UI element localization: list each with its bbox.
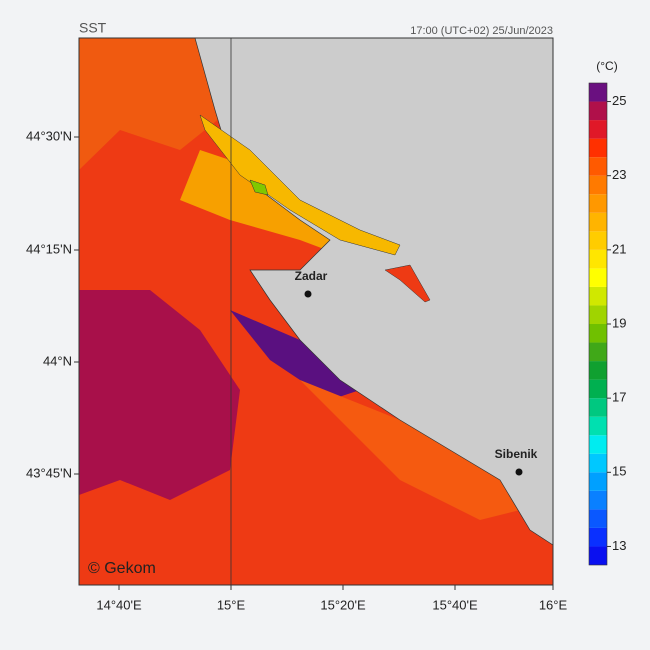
colorbar-segment [589, 231, 607, 250]
colorbar-segment [589, 194, 607, 213]
colorbar-segment [589, 416, 607, 436]
colorbar-segment [589, 509, 607, 528]
colorbar-segment [589, 268, 607, 287]
island [384, 264, 431, 303]
timestamp: 17:00 (UTC+02) 25/Jun/2023 [410, 25, 553, 37]
colorbar-tick-label: 25 [612, 93, 626, 108]
colorbar-segment [589, 175, 607, 195]
sea-patch [230, 310, 360, 400]
colorbar-segment [589, 435, 607, 454]
city-label: Zadar [295, 269, 328, 283]
colorbar-segment [589, 120, 607, 139]
lat-label: 44°15'N [26, 241, 72, 256]
lon-label: 15°20'E [320, 597, 366, 612]
colorbar-segment [589, 101, 607, 121]
colorbar-segment [589, 138, 607, 158]
colorbar-segment [589, 398, 607, 417]
colorbar-segment [589, 546, 607, 565]
colorbar-segment [589, 527, 607, 547]
colorbar-segment [589, 379, 607, 399]
colorbar-segment [589, 490, 607, 510]
lon-label: 14°40'E [96, 597, 142, 612]
colorbar-segment [589, 212, 607, 232]
colorbar-tick-label: 17 [612, 390, 626, 405]
colorbar-tick-label: 15 [612, 464, 626, 479]
colorbar-segment [589, 286, 607, 306]
lon-label: 15°40'E [432, 597, 478, 612]
island [249, 179, 269, 196]
city-label: Sibenik [495, 447, 538, 461]
lon-label: 15°E [217, 597, 246, 612]
city-dot [304, 290, 312, 298]
city-dot [515, 468, 523, 476]
colorbar-segment [589, 342, 607, 362]
map-frame [78, 37, 554, 586]
warm-sea [79, 290, 240, 500]
lat-label: 43°45'N [26, 465, 72, 480]
sea-patch [79, 38, 230, 170]
sea-patch [300, 380, 520, 520]
colorbar-segment [589, 453, 607, 473]
colorbar-segment [589, 472, 607, 491]
colorbar-segment [589, 305, 607, 324]
colorbar-segment [589, 157, 607, 176]
colorbar-tick-label: 19 [612, 315, 626, 330]
colorbar-segment [589, 83, 607, 102]
colorbar-segment [589, 249, 607, 269]
colorbar-segment [589, 324, 607, 343]
map-area [79, 38, 553, 585]
copyright: © Gekom [88, 560, 156, 577]
colorbar-tick-label: 21 [612, 241, 626, 256]
colorbar-tick-label: 23 [612, 167, 626, 182]
title: SST [79, 20, 107, 36]
lat-label: 44°30'N [26, 128, 72, 143]
lon-label: 16°E [539, 597, 568, 612]
island [199, 114, 401, 256]
colorbar-tick-label: 13 [612, 538, 626, 553]
colorbar-segment [589, 361, 607, 380]
lat-label: 44°N [43, 353, 72, 368]
colorbar-unit: (°C) [596, 59, 617, 73]
